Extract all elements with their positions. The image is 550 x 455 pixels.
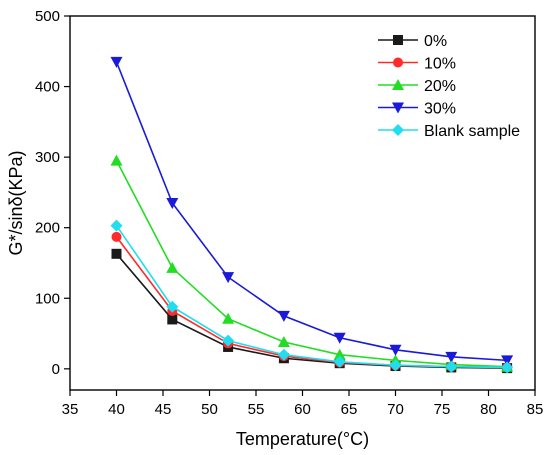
data-point [222,272,235,284]
x-tick-label: 40 [108,401,125,418]
legend-item: 10% [378,56,456,73]
data-point [277,348,290,361]
legend-item: 30% [378,101,456,118]
legend-label: 20% [424,78,456,95]
legend: 0% 10% 20% 30% Blank sample [378,33,520,140]
legend-marker [393,57,403,68]
legend-marker [393,35,403,45]
series-line [115,160,508,368]
data-point [167,314,178,325]
legend-label: 0% [424,33,447,50]
x-tick-label: 60 [294,401,311,418]
data-point [110,154,123,166]
data-point [333,332,346,344]
legend-marker [392,79,404,90]
data-point [333,355,346,368]
legend-label: 30% [424,101,456,118]
data-point [445,351,458,363]
data-point [222,312,235,324]
y-tick-label: 0 [52,361,60,378]
series-layer [110,56,514,374]
legend-item: 0% [378,33,447,50]
x-tick-label: 65 [341,401,358,418]
data-point [110,56,123,68]
data-point [277,336,290,348]
y-axis-title: G*/sinδ(KPa) [6,150,26,255]
data-point [166,261,179,273]
series-3 [110,56,514,367]
x-tick-label: 70 [387,401,404,418]
y-tick-label: 500 [35,8,60,25]
y-tick-label: 300 [35,149,60,166]
data-point [166,300,179,313]
series-4 [110,219,514,374]
data-point [389,344,402,356]
series-line [115,225,508,369]
x-tick-label: 45 [155,401,172,418]
x-tick-label: 55 [248,401,265,418]
x-tick-label: 85 [527,401,544,418]
data-point [277,310,290,322]
data-point [389,359,402,372]
legend-marker [392,124,404,136]
x-tick-label: 35 [62,401,79,418]
data-point [111,231,122,242]
x-tick-label: 50 [201,401,218,418]
series-line [115,61,508,362]
legend-item: 20% [378,78,456,95]
x-tick-label: 80 [480,401,497,418]
plot-area [69,15,536,391]
legend-label: Blank sample [424,123,520,140]
legend-marker [392,102,404,114]
data-point [445,360,458,373]
y-tick-label: 200 [35,220,60,237]
data-point [333,348,346,360]
legend-label: 10% [424,56,456,73]
x-axis-title: Temperature(°C) [236,429,369,449]
data-point [222,334,235,347]
data-point [110,219,123,232]
data-point [501,361,514,374]
y-tick-label: 400 [35,79,60,96]
data-point [111,248,122,259]
series-2 [110,154,514,372]
x-tick-label: 75 [434,401,451,418]
legend-item: Blank sample [378,123,520,140]
plot-frame [69,15,536,391]
data-point [501,355,514,367]
axes-layer: 35 40 45 50 55 60 65 70 75 80 85 0 100 200 300 400 500 [35,8,543,418]
y-tick-label: 100 [35,290,60,307]
data-point [166,198,179,209]
